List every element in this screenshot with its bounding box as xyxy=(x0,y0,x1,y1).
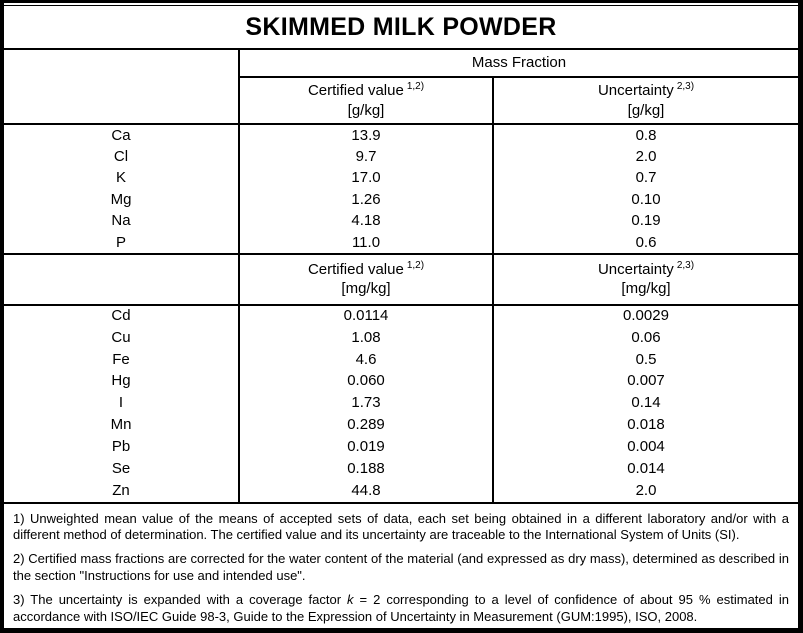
element-cell: Zn xyxy=(112,481,130,499)
uncertainty-cell: 0.007 xyxy=(492,370,798,393)
certified-cell: 4.18 xyxy=(238,210,493,232)
certified-cell: 44.8 xyxy=(238,479,493,502)
uncertainty-cell: 0.014 xyxy=(492,457,798,480)
certified-cell: 0.019 xyxy=(238,435,493,458)
certified-cell: 4.6 xyxy=(238,348,493,371)
certified-cell: 9.7 xyxy=(238,145,493,168)
group-header-row: Mass Fraction xyxy=(4,50,798,78)
certified-cell: 13.9 xyxy=(238,124,493,146)
footnote-3: 3) The uncertainty is expanded with a co… xyxy=(13,592,789,626)
uncertainty-cell: 0.7 xyxy=(492,167,798,189)
empty-header-cell xyxy=(4,253,239,306)
certified-value-header-g: Certified value 1,2) [g/kg] xyxy=(238,77,493,125)
uncertainty-cell: 0.004 xyxy=(492,435,798,458)
certified-cell: 1.26 xyxy=(238,188,493,211)
uncertainty-cell: 0.14 xyxy=(492,392,798,415)
certified-cell: 0.289 xyxy=(238,414,493,436)
element-cell: P xyxy=(4,231,239,255)
uncertainty-cell: 0.8 xyxy=(492,124,798,146)
certified-value-unit: [mg/kg] xyxy=(341,280,391,298)
table-row: Cu 1.08 0.06 xyxy=(4,326,798,349)
footnotes-section: 1) Unweighted mean value of the means of… xyxy=(4,501,798,627)
certified-cell: 17.0 xyxy=(238,167,493,189)
mass-fraction-table: Mass Fraction Certified value 1,2) [g/kg]… xyxy=(4,50,798,502)
table-row: I 1.73 0.14 xyxy=(4,392,798,415)
footnote-1: 1) Unweighted mean value of the means of… xyxy=(13,510,789,543)
element-cell: Fe xyxy=(112,350,130,368)
element-cell: Se xyxy=(111,459,131,477)
table-row: P 11.0 0.6 xyxy=(4,231,798,255)
table-row: Se 0.188 0.014 xyxy=(4,457,798,480)
footnote-3-text-cont: = 2 corresponding to a level of confiden… xyxy=(13,592,789,625)
uncertainty-cell: 0.5 xyxy=(492,348,798,371)
element-cell: Mn xyxy=(110,416,132,434)
certified-value-label: Certified value xyxy=(307,260,404,278)
uncertainty-cell: 2.0 xyxy=(492,479,798,502)
element-cell: Ca xyxy=(111,126,131,144)
uncertainty-cell: 0.19 xyxy=(492,210,798,232)
uncertainty-header-mg: Uncertainty 2,3) [mg/kg] xyxy=(492,253,798,306)
element-cell: Cd xyxy=(111,307,131,325)
certified-cell: 1.08 xyxy=(238,326,493,349)
table-row: Mn 0.289 0.018 xyxy=(4,414,798,436)
certified-cell: 0.0114 xyxy=(238,304,493,327)
certified-cell: 1.73 xyxy=(238,392,493,415)
element-cell: Na xyxy=(111,212,131,230)
table-row: Fe 4.6 0.5 xyxy=(4,348,798,371)
uncertainty-cell: 2.0 xyxy=(492,145,798,168)
uncertainty-label: Uncertainty xyxy=(597,260,674,278)
table-row: Zn 44.8 2.0 xyxy=(4,479,798,502)
certified-footnote-marker: 1,2) xyxy=(406,259,425,271)
column-header-row-g: Certified value 1,2) [g/kg] Uncertainty 2,… xyxy=(4,77,798,125)
certified-value-label: Certified value xyxy=(307,82,404,99)
uncertainty-label: Uncertainty xyxy=(597,82,674,99)
table-row: Pb 0.019 0.004 xyxy=(4,435,798,458)
table-row: Ca 13.9 0.8 xyxy=(4,124,798,146)
uncertainty-cell: 0.6 xyxy=(492,231,798,255)
certified-cell: 0.188 xyxy=(238,457,493,480)
footnote-2: 2) Certified mass fractions are correcte… xyxy=(13,551,789,584)
table-row: Cd 0.0114 0.0029 xyxy=(4,304,798,327)
certified-value-unit: [g/kg] xyxy=(347,101,385,119)
coverage-factor-k: k xyxy=(347,592,354,608)
element-cell: Cu xyxy=(111,328,131,346)
uncertainty-unit: [mg/kg] xyxy=(621,280,671,298)
uncertainty-cell: 0.018 xyxy=(492,414,798,436)
uncertainty-cell: 0.10 xyxy=(492,188,798,211)
uncertainty-header-g: Uncertainty 2,3) [g/kg] xyxy=(492,77,798,125)
mass-fraction-header: Mass Fraction xyxy=(238,50,798,78)
certificate-content: SKIMMED MILK POWDER Mass Fraction Certif… xyxy=(4,5,798,627)
empty-corner-cell xyxy=(4,50,239,124)
element-cell: I xyxy=(118,394,124,412)
table-row: Mg 1.26 0.10 xyxy=(4,188,798,211)
uncertainty-cell: 0.06 xyxy=(492,326,798,349)
element-cell: Mg xyxy=(110,190,132,208)
table-row: Cl 9.7 2.0 xyxy=(4,145,798,168)
element-cell: K xyxy=(115,169,126,187)
certified-footnote-marker: 1,2) xyxy=(406,81,425,92)
certified-cell: 0.060 xyxy=(238,370,493,393)
table-row: Na 4.18 0.19 xyxy=(4,210,798,232)
element-cell: Hg xyxy=(111,372,131,390)
table-row: Hg 0.060 0.007 xyxy=(4,370,798,393)
uncertainty-cell: 0.0029 xyxy=(492,304,798,327)
element-cell: Cl xyxy=(113,147,129,165)
uncertainty-unit: [g/kg] xyxy=(627,101,665,119)
certified-value-header-mg: Certified value 1,2) [mg/kg] xyxy=(238,253,493,306)
footnote-3-text: 3) The uncertainty is expanded with a co… xyxy=(13,592,348,608)
uncertainty-footnote-marker: 2,3) xyxy=(676,259,695,271)
element-cell: Pb xyxy=(111,438,131,456)
certified-cell: 11.0 xyxy=(238,231,493,255)
column-header-row-mg: Certified value 1,2) [mg/kg] Uncertainty 2… xyxy=(4,253,798,306)
page-title: SKIMMED MILK POWDER xyxy=(245,12,557,41)
uncertainty-footnote-marker: 2,3) xyxy=(676,81,695,92)
table-row: K 17.0 0.7 xyxy=(4,167,798,189)
title-row: SKIMMED MILK POWDER xyxy=(4,6,798,50)
